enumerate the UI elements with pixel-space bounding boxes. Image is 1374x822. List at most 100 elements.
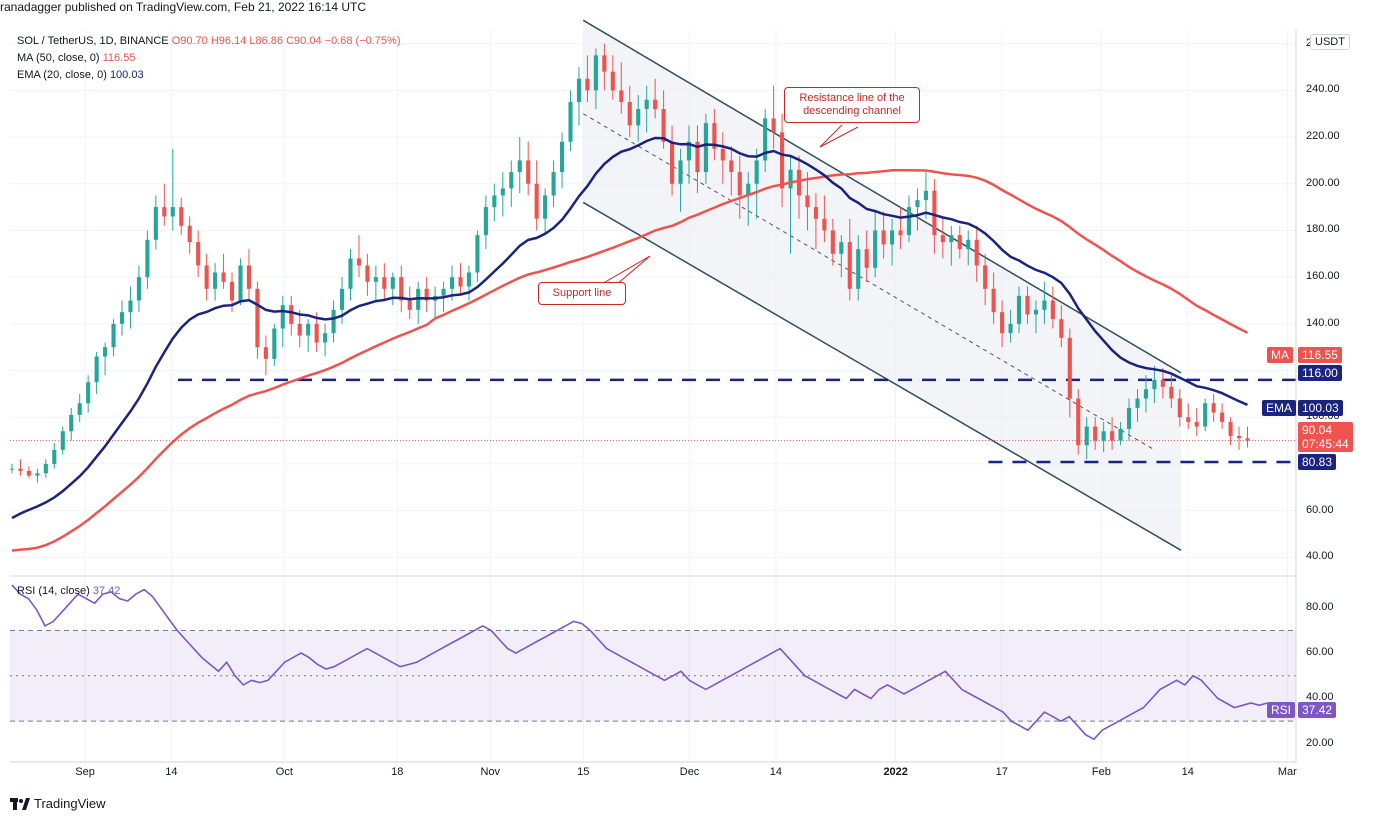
candle-body xyxy=(339,288,345,310)
time-tick-label: Nov xyxy=(480,766,501,778)
ema-legend[interactable]: EMA (20, close, 0) 100.03 xyxy=(17,69,144,81)
ma-axis-value: 116.55 xyxy=(1298,347,1342,363)
resistance-pointer xyxy=(819,124,859,148)
rsi-legend-label: RSI (14, close) xyxy=(17,585,90,597)
candle-body xyxy=(153,207,158,240)
rsi-legend-value: 37.42 xyxy=(92,585,121,597)
ma-legend[interactable]: MA (50, close, 0) 116.55 xyxy=(17,52,135,64)
candle-body xyxy=(441,288,446,296)
candle-body xyxy=(170,207,175,217)
candle-body xyxy=(26,470,31,476)
candle-body xyxy=(356,258,362,266)
candle-body xyxy=(839,242,844,254)
candle-body xyxy=(610,71,615,91)
candle-body xyxy=(1169,386,1174,399)
candle-body xyxy=(890,230,895,245)
candle-body xyxy=(52,449,57,464)
candle-body xyxy=(348,258,353,289)
candle-body xyxy=(407,300,412,310)
level-116-tag: 116.00 xyxy=(1298,365,1342,381)
candle-body xyxy=(466,272,472,287)
candle-body xyxy=(1008,323,1013,334)
candle-body xyxy=(568,102,573,142)
candle-body xyxy=(788,169,793,189)
candle-body xyxy=(974,239,979,266)
last-price-tag: 90.04 07:45:44 xyxy=(1298,422,1353,452)
rsi-legend[interactable]: RSI (14, close) 37.42 xyxy=(17,585,120,597)
price-tick-label: 40.00 xyxy=(1306,550,1334,563)
candle-body xyxy=(966,239,971,250)
candle-body xyxy=(906,207,912,236)
rsi-axis-tag: RSI xyxy=(1267,702,1296,718)
candle-body xyxy=(534,183,539,219)
candle-body xyxy=(703,123,708,173)
ohlc-open: O90.70 xyxy=(171,35,208,47)
price-tick-label: 220.00 xyxy=(1306,130,1340,143)
candle-body xyxy=(1126,407,1132,429)
ma-axis-tag: MA xyxy=(1267,347,1293,363)
support-callout: Support line xyxy=(538,282,626,305)
candle-body xyxy=(653,99,658,110)
rsi-line xyxy=(11,584,1268,741)
candle-body xyxy=(77,403,82,415)
candle-body xyxy=(602,55,607,72)
candle-body xyxy=(289,305,294,324)
last-price-value: 90.04 xyxy=(1302,423,1333,437)
candle-body xyxy=(644,99,649,110)
time-tick-label: 18 xyxy=(391,766,404,778)
ohlc-low: L86.86 xyxy=(249,35,284,47)
candle-body xyxy=(382,277,387,289)
time-tick-label: 15 xyxy=(577,766,590,778)
candle-body xyxy=(119,312,125,324)
candle-body xyxy=(796,169,802,196)
candle-body xyxy=(1025,295,1030,315)
candle-body xyxy=(957,235,962,250)
time-tick-label: 14 xyxy=(1181,766,1194,778)
channel-fill xyxy=(583,20,1182,551)
candle-body xyxy=(1245,438,1250,441)
tradingview-logo-icon xyxy=(10,797,30,810)
time-tick-label: 17 xyxy=(995,766,1008,778)
ema-line xyxy=(11,136,1248,520)
rsi-tick-label: 60.00 xyxy=(1306,646,1334,659)
tradingview-logo[interactable]: TradingView xyxy=(10,796,106,811)
candle-body xyxy=(1203,403,1208,427)
ohlc-change: −0.68 (−0.75%) xyxy=(324,35,401,47)
candle-body xyxy=(1152,379,1157,390)
candle-body xyxy=(1084,426,1089,446)
candle-body xyxy=(805,195,810,208)
candle-body xyxy=(949,235,954,243)
candle-body xyxy=(458,277,463,287)
candle-body xyxy=(373,277,378,282)
candle-body xyxy=(1033,309,1039,315)
candle-body xyxy=(695,141,700,173)
candle-body xyxy=(543,195,548,219)
candle-body xyxy=(1016,295,1022,324)
candle-body xyxy=(585,78,590,91)
ema-legend-value: 100.03 xyxy=(109,69,144,81)
candle-body xyxy=(991,288,996,313)
ma-line xyxy=(11,169,1249,552)
candle-body xyxy=(627,102,632,126)
candle-body xyxy=(500,188,505,196)
candle-body xyxy=(822,218,827,231)
time-tick-label: 2022 xyxy=(883,766,908,778)
candle-body xyxy=(221,272,226,282)
candle-body xyxy=(331,309,336,334)
candle-body xyxy=(86,382,91,404)
candle-body xyxy=(686,141,692,161)
candle-body xyxy=(255,288,260,348)
candle-body xyxy=(830,230,835,254)
ma-legend-label: MA (50, close, 0) xyxy=(17,52,100,64)
candle-body xyxy=(94,356,99,383)
currency-button[interactable]: USDT xyxy=(1310,34,1350,50)
price-tick-label: 160.00 xyxy=(1306,270,1340,283)
candle-body xyxy=(1160,379,1165,387)
ema-axis-value: 100.03 xyxy=(1298,400,1343,416)
candle-body xyxy=(746,183,751,196)
time-tick-label: Sep xyxy=(75,766,95,778)
candle-body xyxy=(526,160,531,184)
candle-body xyxy=(551,172,556,196)
candle-body xyxy=(576,78,582,103)
candle-body xyxy=(864,249,869,268)
